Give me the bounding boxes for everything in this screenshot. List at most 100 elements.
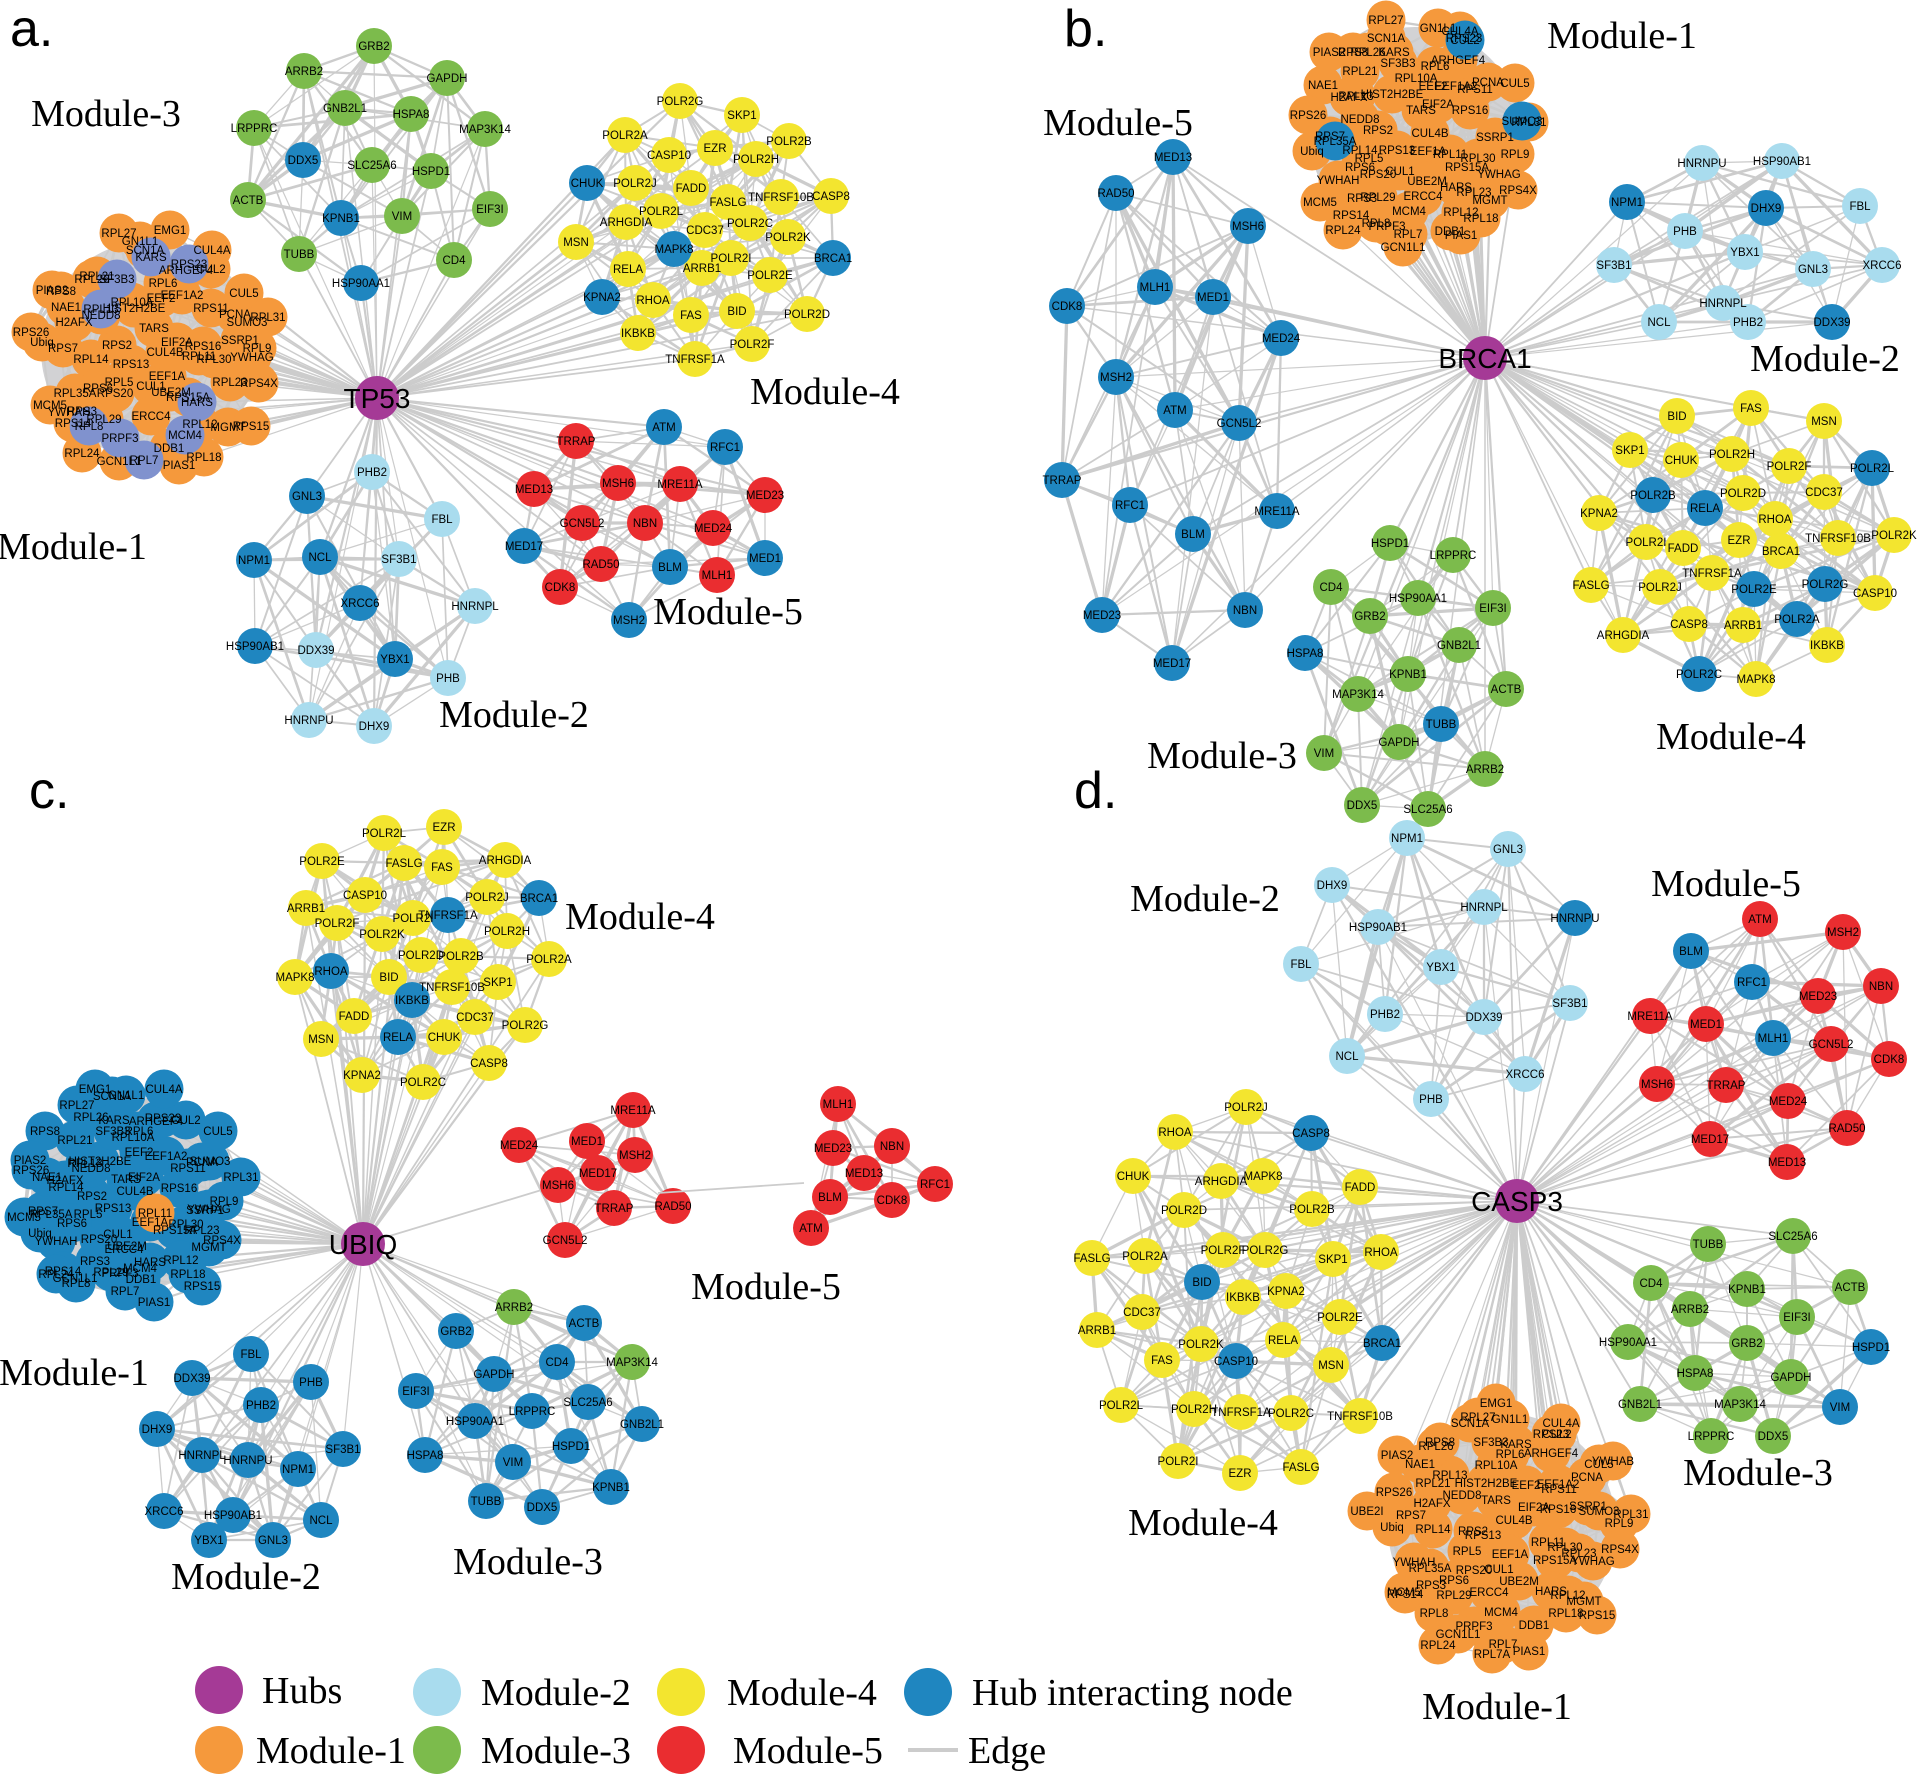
svg-text:GN1L1: GN1L1: [122, 236, 158, 248]
svg-text:MCM4: MCM4: [1484, 1607, 1518, 1619]
svg-text:RPS6: RPS6: [1345, 162, 1375, 174]
svg-text:MAP3K14: MAP3K14: [459, 124, 511, 136]
svg-text:SSRP1: SSRP1: [1476, 132, 1514, 144]
svg-text:MCM5: MCM5: [7, 1212, 41, 1224]
svg-text:MED13: MED13: [845, 1168, 883, 1180]
svg-text:CHUK: CHUK: [1117, 1171, 1150, 1183]
svg-text:NCL: NCL: [1647, 317, 1671, 329]
svg-text:EEF1A2: EEF1A2: [1435, 81, 1478, 93]
svg-text:KPNA2: KPNA2: [1267, 1286, 1305, 1298]
svg-text:NCL: NCL: [1335, 1051, 1359, 1063]
svg-text:MLH1: MLH1: [1758, 1033, 1789, 1045]
svg-text:HNRNPL: HNRNPL: [451, 601, 499, 613]
svg-text:MAPK8: MAPK8: [1737, 674, 1776, 686]
svg-text:RPL11: RPL11: [182, 351, 216, 363]
svg-text:HSPD1: HSPD1: [1852, 1342, 1890, 1354]
svg-text:GNB2L1: GNB2L1: [620, 1419, 664, 1431]
svg-text:HIST2H2BE: HIST2H2BE: [103, 303, 166, 315]
svg-text:ATM: ATM: [1748, 914, 1771, 926]
svg-text:RPL29: RPL29: [86, 414, 121, 426]
svg-text:DDB1: DDB1: [126, 1274, 157, 1286]
svg-text:RELA: RELA: [1690, 503, 1720, 515]
svg-text:Module-3: Module-3: [481, 1730, 631, 1772]
svg-text:RPL21: RPL21: [57, 1135, 92, 1147]
svg-text:HSPA8: HSPA8: [1287, 648, 1324, 660]
svg-text:RPL18: RPL18: [170, 1269, 205, 1281]
svg-text:RPL23: RPL23: [212, 377, 247, 389]
svg-text:DHX9: DHX9: [142, 1424, 173, 1436]
svg-text:RPS11: RPS11: [1541, 1484, 1577, 1496]
svg-text:PHB2: PHB2: [1370, 1009, 1400, 1021]
svg-text:LRPPRC: LRPPRC: [1430, 550, 1477, 562]
svg-text:POLR2K: POLR2K: [1871, 530, 1917, 542]
svg-text:POLR2F: POLR2F: [730, 339, 775, 351]
svg-text:MAP3K14: MAP3K14: [1332, 689, 1384, 701]
svg-text:PHB2: PHB2: [1733, 317, 1763, 329]
svg-text:RPL21: RPL21: [1342, 66, 1377, 78]
svg-text:MCM5: MCM5: [1303, 197, 1337, 209]
svg-text:POLR2C: POLR2C: [400, 1077, 446, 1089]
svg-text:CDC37: CDC37: [686, 225, 724, 237]
svg-text:RPL13: RPL13: [1338, 91, 1373, 103]
svg-text:MED23: MED23: [746, 490, 784, 502]
svg-text:TNFRSF1A: TNFRSF1A: [1682, 568, 1742, 580]
svg-text:EEF2: EEF2: [1419, 81, 1448, 93]
svg-text:ACTB: ACTB: [1835, 1282, 1866, 1294]
svg-text:RPS7: RPS7: [1315, 131, 1345, 143]
svg-text:MSH2: MSH2: [619, 1150, 651, 1162]
svg-text:Ubiq: Ubiq: [28, 1228, 52, 1240]
svg-text:CUL4A: CUL4A: [1542, 1418, 1579, 1430]
svg-text:RPS23: RPS23: [171, 259, 207, 271]
svg-text:SUMO3: SUMO3: [227, 317, 268, 329]
svg-text:TRRAP: TRRAP: [1043, 475, 1082, 487]
svg-text:MED1: MED1: [571, 1136, 603, 1148]
svg-text:SUMO3: SUMO3: [1502, 116, 1543, 128]
svg-text:TARS: TARS: [139, 323, 169, 335]
svg-text:CHUK: CHUK: [1665, 455, 1698, 467]
svg-text:EEF1A2: EEF1A2: [161, 290, 204, 302]
svg-text:RPL5: RPL5: [1355, 153, 1384, 165]
svg-text:RPL24: RPL24: [64, 448, 100, 460]
svg-text:PIAS2: PIAS2: [14, 1155, 47, 1167]
svg-text:NPM1: NPM1: [282, 1464, 314, 1476]
svg-text:POLR2D: POLR2D: [1720, 488, 1766, 500]
svg-text:SF3B3: SF3B3: [99, 274, 134, 286]
svg-text:LRPPRC: LRPPRC: [231, 123, 278, 135]
svg-text:XRCC6: XRCC6: [1506, 1069, 1545, 1081]
svg-text:ARHGDIA: ARHGDIA: [600, 217, 653, 229]
svg-text:RAD50: RAD50: [1828, 1123, 1865, 1135]
svg-text:KARS: KARS: [135, 252, 167, 264]
svg-text:CASP10: CASP10: [1214, 1356, 1258, 1368]
svg-text:RPL5: RPL5: [1453, 1546, 1482, 1558]
svg-text:SF3B1: SF3B1: [325, 1444, 360, 1456]
svg-text:EEF2: EEF2: [147, 293, 176, 305]
svg-text:POLR2C: POLR2C: [1268, 1408, 1314, 1420]
svg-text:NPM1: NPM1: [1611, 197, 1643, 209]
svg-text:MRE11A: MRE11A: [610, 1105, 655, 1117]
svg-text:MSH2: MSH2: [613, 615, 645, 627]
svg-text:MAP3K14: MAP3K14: [1714, 1399, 1766, 1411]
svg-text:XRCC6: XRCC6: [145, 1506, 184, 1518]
svg-text:KPNA2: KPNA2: [343, 1070, 381, 1082]
svg-text:HARS: HARS: [181, 397, 213, 409]
svg-text:RPL24: RPL24: [38, 1269, 74, 1281]
svg-text:Ubiq: Ubiq: [30, 337, 54, 349]
svg-text:EZR: EZR: [1728, 535, 1751, 547]
svg-text:SKP1: SKP1: [1615, 445, 1644, 457]
svg-text:POLR2H: POLR2H: [484, 926, 530, 938]
svg-text:NBN: NBN: [880, 1141, 904, 1153]
svg-text:POLR2G: POLR2G: [1802, 579, 1849, 591]
svg-text:GNB2L1: GNB2L1: [1437, 640, 1481, 652]
svg-text:MSN: MSN: [1811, 416, 1837, 428]
svg-text:EIF3I: EIF3I: [1783, 1312, 1810, 1324]
svg-text:RPL31: RPL31: [250, 312, 285, 324]
svg-text:YWHAH: YWHAH: [48, 407, 91, 419]
svg-text:RPS8: RPS8: [30, 1126, 60, 1138]
svg-text:MED13: MED13: [1768, 1157, 1806, 1169]
svg-text:H2AFX: H2AFX: [1413, 1498, 1450, 1510]
svg-text:RPS4X: RPS4X: [240, 378, 278, 390]
svg-text:Module-1: Module-1: [1547, 15, 1697, 57]
svg-text:POLR2F: POLR2F: [1201, 1245, 1246, 1257]
svg-text:Module-3: Module-3: [453, 1541, 603, 1583]
svg-text:UBE2M: UBE2M: [1407, 176, 1447, 188]
